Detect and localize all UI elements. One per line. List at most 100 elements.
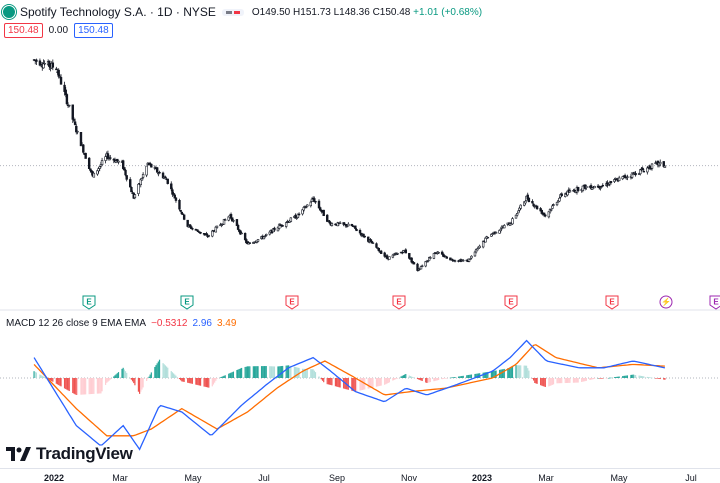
candle-body bbox=[141, 174, 145, 178]
symbol-title[interactable]: Spotify Technology S.A. · 1D · NYSE bbox=[20, 5, 216, 19]
macd-histogram-bar bbox=[65, 378, 67, 390]
earnings-event-icon[interactable]: E bbox=[285, 295, 299, 310]
time-axis[interactable]: 2022 Mar May Jul Sep Nov 2023 Mar May Ju… bbox=[0, 468, 720, 483]
macd-histogram-bar bbox=[615, 376, 617, 378]
candle-body bbox=[379, 250, 383, 254]
macd-histogram-bar bbox=[590, 378, 592, 380]
macd-histogram-bar bbox=[413, 377, 415, 379]
macd-histogram-bar bbox=[319, 377, 321, 379]
macd-signal-value: 3.49 bbox=[216, 318, 237, 329]
candle-body bbox=[576, 186, 580, 192]
macd-histogram-bar bbox=[453, 377, 455, 378]
candle-body bbox=[256, 239, 260, 242]
candle-body bbox=[511, 218, 514, 225]
x-tick-label: 2022 bbox=[43, 473, 65, 483]
candle-body bbox=[404, 249, 407, 254]
candle-body bbox=[191, 228, 194, 230]
macd-histogram-bar bbox=[618, 376, 620, 378]
macd-histogram-bar bbox=[97, 378, 100, 394]
macd-histogram-bar bbox=[253, 366, 256, 378]
macd-histogram-bar bbox=[68, 378, 70, 392]
macd-histogram-bar bbox=[109, 378, 111, 380]
macd-histogram-bar bbox=[378, 378, 380, 387]
macd-histogram-bar bbox=[635, 374, 637, 378]
macd-histogram-bar bbox=[462, 375, 464, 378]
macd-histogram-bar bbox=[301, 368, 304, 378]
split-event-icon[interactable]: ⚡ bbox=[659, 295, 673, 309]
macd-histogram-bar bbox=[360, 378, 362, 391]
macd-histogram-bar bbox=[542, 378, 544, 387]
candle-body bbox=[318, 207, 322, 211]
macd-legend[interactable]: MACD 12 26 close 9 EMA EMA −0.5312 2.96 … bbox=[6, 318, 236, 329]
macd-histogram-bar bbox=[294, 367, 297, 378]
macd-histogram-bar bbox=[657, 378, 659, 379]
macd-histogram-bar bbox=[543, 378, 545, 387]
earnings-event-icon[interactable]: E bbox=[504, 295, 518, 310]
candle-body bbox=[273, 227, 276, 231]
candle-body bbox=[445, 256, 449, 259]
candle-body bbox=[188, 224, 192, 227]
macd-histogram-bar bbox=[49, 378, 52, 381]
macd-histogram-bar bbox=[354, 378, 356, 392]
macd-histogram-bar bbox=[237, 369, 239, 378]
macd-histogram-bar bbox=[659, 378, 661, 380]
macd-histogram-bar bbox=[146, 378, 148, 381]
visibility-toggle[interactable] bbox=[221, 8, 244, 16]
macd-histogram-bar bbox=[443, 378, 446, 379]
macd-histogram-bar bbox=[623, 375, 625, 378]
earnings-event-icon[interactable]: E bbox=[709, 295, 720, 310]
macd-histogram-bar bbox=[565, 378, 568, 383]
macd-histogram-bar bbox=[438, 378, 440, 381]
earnings-event-icon[interactable]: E bbox=[605, 295, 619, 310]
candle-body bbox=[615, 178, 619, 180]
macd-histogram-bar bbox=[633, 374, 636, 378]
earnings-event-icon[interactable]: E bbox=[180, 295, 194, 310]
macd-histogram-bar bbox=[654, 378, 657, 379]
earnings-event-icon[interactable]: E bbox=[392, 295, 406, 310]
macd-histogram-bar bbox=[559, 378, 562, 384]
macd-histogram-bar bbox=[93, 378, 95, 394]
macd-histogram-bar bbox=[535, 378, 537, 384]
macd-histogram-bar bbox=[56, 378, 59, 385]
macd-histogram-bar bbox=[183, 378, 185, 382]
macd-histogram-bar bbox=[305, 368, 307, 378]
macd-histogram-bar bbox=[606, 378, 609, 379]
macd-histogram-bar bbox=[312, 369, 314, 378]
macd-histogram-bar bbox=[574, 378, 576, 383]
candle-body bbox=[170, 183, 173, 190]
macd-histogram-bar bbox=[101, 378, 103, 392]
macd-histogram-bar bbox=[181, 378, 183, 382]
macd-histogram-bar bbox=[88, 378, 90, 395]
candle-body bbox=[568, 190, 572, 193]
sell-price-button[interactable]: 150.48 bbox=[4, 23, 43, 38]
macd-histogram-bar bbox=[285, 365, 287, 378]
x-tick-label: May bbox=[184, 473, 202, 483]
candle-body bbox=[388, 256, 391, 260]
candle-body bbox=[117, 160, 120, 163]
candle-body bbox=[375, 243, 378, 248]
macd-histogram-bar bbox=[544, 378, 546, 387]
macd-histogram-bar bbox=[96, 378, 98, 394]
macd-histogram-bar bbox=[454, 377, 456, 378]
candle-body bbox=[48, 60, 51, 67]
macd-histogram-bar bbox=[165, 366, 168, 378]
macd-histogram-bar bbox=[190, 378, 192, 384]
macd-histogram-bar bbox=[577, 378, 579, 383]
macd-histogram-bar bbox=[490, 371, 492, 378]
macd-histogram-bar bbox=[163, 364, 165, 378]
macd-histogram-bar bbox=[121, 368, 123, 378]
macd-histogram-bar bbox=[89, 378, 91, 395]
tradingview-logo[interactable]: TradingView bbox=[6, 444, 133, 464]
earnings-event-icon[interactable]: E bbox=[82, 295, 96, 310]
macd-histogram-bar bbox=[314, 372, 317, 378]
buy-price-button[interactable]: 150.48 bbox=[74, 23, 113, 38]
change-value: +1.01 (+0.68%) bbox=[413, 6, 483, 18]
macd-histogram-bar bbox=[178, 378, 181, 380]
macd-histogram-bar bbox=[468, 374, 470, 378]
macd-histogram-bar bbox=[638, 375, 640, 378]
candle-body bbox=[555, 201, 559, 206]
macd-histogram-bar bbox=[608, 377, 610, 379]
brand-name: TradingView bbox=[36, 444, 133, 463]
macd-histogram-bar bbox=[434, 378, 436, 381]
